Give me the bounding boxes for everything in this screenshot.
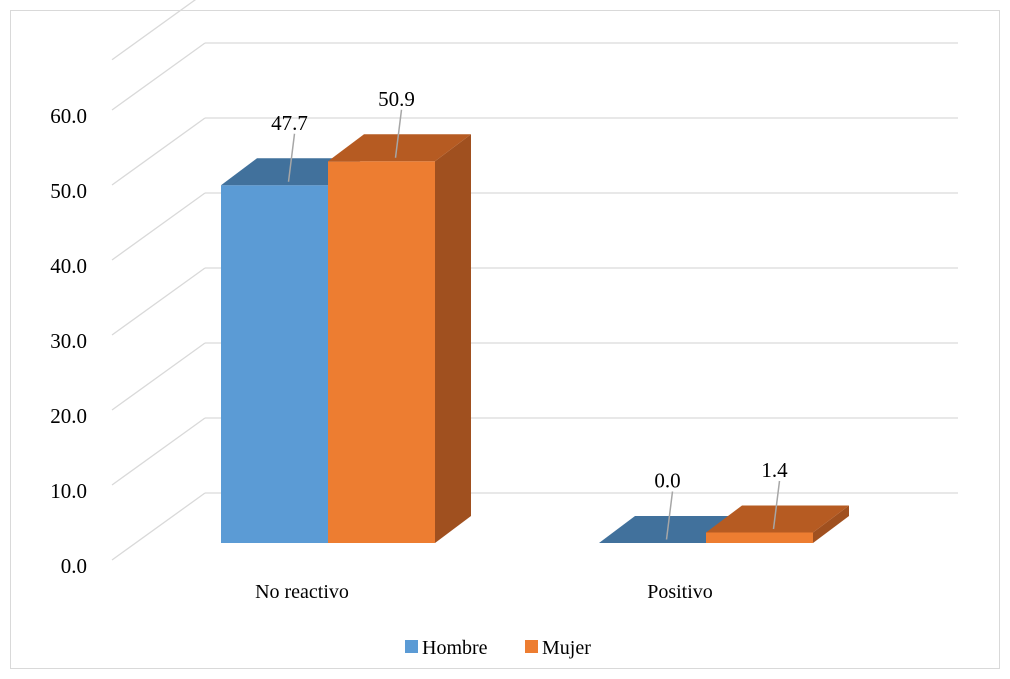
gridline-diagonal xyxy=(111,42,206,111)
leader-line xyxy=(394,109,403,158)
data-labels: 47.7 50.9 0.0 1.4 xyxy=(271,87,788,540)
leader-line xyxy=(772,480,781,530)
y-tick-label: 40.0 xyxy=(50,254,87,278)
y-tick-label: 0.0 xyxy=(61,554,87,578)
gridline-diagonal xyxy=(111,492,206,561)
leader-line xyxy=(665,491,674,540)
legend-label-mujer: Mujer xyxy=(542,637,591,659)
bar-front-mujer-1 xyxy=(706,532,813,543)
gridline-diagonal xyxy=(111,417,206,486)
bars xyxy=(221,134,849,543)
chart-frame xyxy=(10,10,1000,669)
gridline-diagonal xyxy=(111,192,206,261)
data-label: 50.9 xyxy=(378,87,415,111)
legend-swatch-mujer xyxy=(525,640,538,653)
category-label: No reactivo xyxy=(255,581,349,603)
legend: Hombre Mujer xyxy=(405,637,591,659)
bar-front-mujer-0 xyxy=(328,161,435,543)
y-tick-label: 60.0 xyxy=(50,104,87,128)
data-label: 47.7 xyxy=(271,111,308,135)
bar-front-hombre-0 xyxy=(221,185,328,543)
y-tick-label: 20.0 xyxy=(50,404,87,428)
legend-label-hombre: Hombre xyxy=(422,637,488,659)
leader-line xyxy=(287,133,296,182)
data-label: 1.4 xyxy=(761,458,788,482)
y-tick-label: 30.0 xyxy=(50,329,87,353)
y-tick-label: 10.0 xyxy=(50,479,87,503)
bar-top-mujer-0 xyxy=(328,134,471,162)
bar-side-mujer-0 xyxy=(435,134,471,543)
gridline-diagonal xyxy=(111,267,206,336)
gridline-diagonal xyxy=(111,342,206,411)
bar-side-mujer-1 xyxy=(813,505,849,543)
bar-top-mujer-1 xyxy=(706,505,849,533)
gridline-diagonal xyxy=(111,117,206,186)
y-tick-label: 50.0 xyxy=(50,179,87,203)
category-label: Positivo xyxy=(647,581,713,603)
legend-swatch-hombre xyxy=(405,640,418,653)
data-label: 0.0 xyxy=(654,469,680,493)
axis-labels: 0.0 10.0 20.0 30.0 40.0 50.0 60.0 No reactivo Po… xyxy=(50,104,713,603)
gridline-diagonal xyxy=(111,0,197,61)
